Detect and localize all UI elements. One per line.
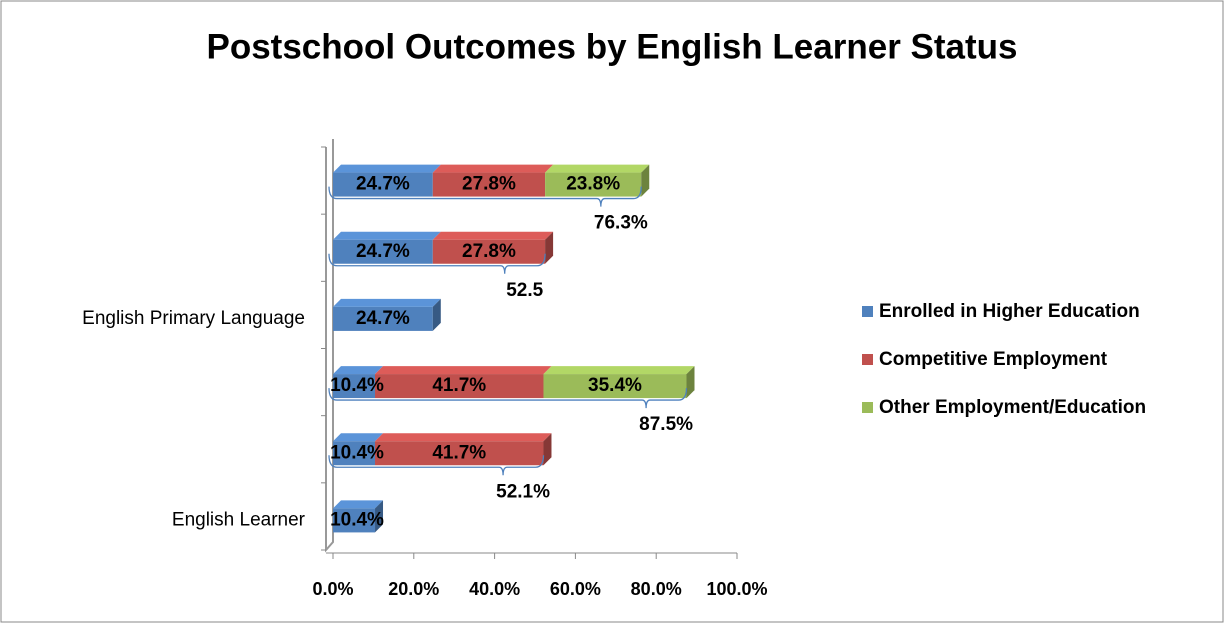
y-tick-label: English Learner [172,509,306,530]
x-tick-label: 20.0% [388,579,439,599]
bar [375,441,544,466]
bar [333,172,433,197]
bar [333,508,376,533]
chart-title: Postschool Outcomes by English Learner S… [206,27,1017,66]
bar [375,374,544,399]
bar-side [545,231,554,264]
bar [333,374,376,399]
bar-top [333,231,441,240]
bar-top [333,433,384,442]
bar-top [375,366,552,375]
total-label: 52.1% [496,481,550,502]
bar [543,374,687,399]
legend-swatch [862,306,873,317]
data-label: 41.7% [432,442,486,463]
total-brace [328,253,546,274]
data-label: 10.4% [330,509,384,530]
bar [432,172,546,197]
bar-top [375,433,552,442]
data-label: 24.7% [356,241,410,262]
x-tick-label: 0.0% [312,579,353,599]
legend-label: Competitive Employment [879,349,1108,370]
bar-side [543,433,552,466]
legend-swatch [862,402,873,413]
bar-top [543,366,695,375]
y-tick-label: English Primary Language [82,308,305,329]
bar-side [641,164,650,197]
x-tick-label: 40.0% [469,579,520,599]
total-brace [328,186,642,207]
bar-top [333,298,441,307]
bar [432,239,546,264]
x-tick-label: 60.0% [550,579,601,599]
total-brace [328,388,688,409]
data-label: 24.7% [356,308,410,329]
bar-top [333,366,384,375]
bar [333,441,376,466]
bar-top [333,500,384,509]
data-label: 24.7% [356,174,410,195]
data-label: 41.7% [432,375,486,396]
data-label: 23.8% [566,174,620,195]
bar-top [432,164,554,173]
bar [333,239,433,264]
data-label: 27.8% [462,174,516,195]
legend-swatch [862,354,873,365]
data-label: 27.8% [462,241,516,262]
bar-side [686,366,695,399]
x-tick-label: 100.0% [706,579,767,599]
bar [545,172,642,197]
bar-top [432,231,554,240]
legend-label: Enrolled in Higher Education [879,301,1140,322]
data-label: 35.4% [588,375,642,396]
total-label: 76.3% [594,213,648,234]
bar-side [432,298,441,331]
legend-label: Other Employment/Education [879,397,1146,418]
total-brace [328,455,545,476]
bar-side [375,500,384,533]
data-label: 10.4% [330,375,384,396]
x-tick-label: 80.0% [631,579,682,599]
bar-top [333,164,441,173]
bar [333,306,433,331]
total-label: 87.5% [639,414,693,435]
bar-top [545,164,650,173]
data-label: 10.4% [330,442,384,463]
total-label: 52.5 [506,280,543,301]
